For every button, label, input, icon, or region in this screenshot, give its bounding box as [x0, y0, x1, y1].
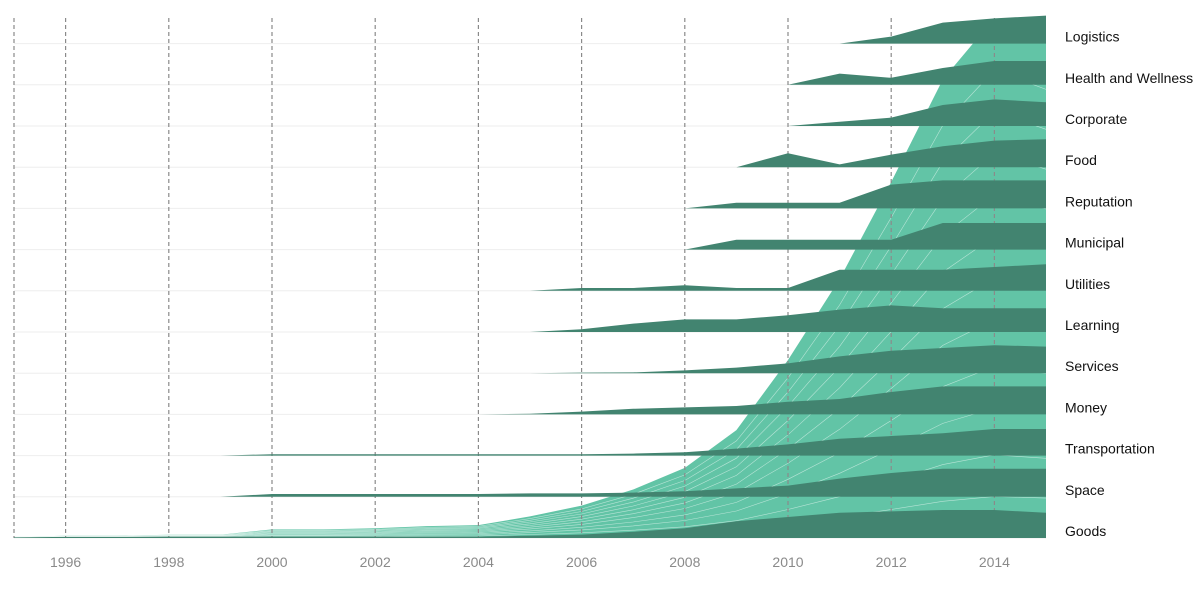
ridge-municipal: [684, 223, 1046, 250]
ridge-logistics: [839, 15, 1046, 44]
ridge-learning: [530, 305, 1046, 332]
ridge-transportation: [220, 429, 1046, 456]
category-label-corporate: Corporate: [1065, 111, 1127, 127]
x-tick-label-1996: 1996: [50, 554, 81, 570]
x-tick-label-2004: 2004: [463, 554, 494, 570]
category-label-food: Food: [1065, 152, 1097, 168]
x-tick-label-2006: 2006: [566, 554, 597, 570]
ridge-food: [736, 139, 1046, 168]
x-tick-label-2002: 2002: [360, 554, 391, 570]
category-label-utilities: Utilities: [1065, 276, 1110, 292]
x-tick-label-2008: 2008: [669, 554, 700, 570]
category-label-services: Services: [1065, 358, 1119, 374]
x-tick-label-2010: 2010: [772, 554, 803, 570]
ridge-goods: [14, 510, 1046, 538]
category-label-learning: Learning: [1065, 317, 1120, 333]
x-tick-label-2000: 2000: [256, 554, 287, 570]
ridge-utilities: [530, 264, 1046, 291]
ridge-layer: [14, 15, 1046, 538]
x-tick-label-2014: 2014: [979, 554, 1010, 570]
category-label-space: Space: [1065, 482, 1105, 498]
x-axis-tick-labels: 1996 1998 2000 2002 2004 2006 2008 2010 2012 2014: [50, 554, 1010, 570]
category-label-money: Money: [1065, 399, 1107, 415]
area-layer-line-6: [13, 277, 1047, 538]
x-tick-label-1998: 1998: [153, 554, 184, 570]
ridge-corporate: [788, 99, 1046, 126]
ridge-reputation: [684, 180, 1046, 209]
vertical-gridlines: [13, 18, 996, 538]
category-label-transportation: Transportation: [1065, 441, 1155, 457]
category-label-logistics: Logistics: [1065, 29, 1119, 45]
category-label-goods: Goods: [1065, 523, 1106, 539]
ridge-health-and-wellness: [788, 61, 1046, 85]
category-label-reputation: Reputation: [1065, 193, 1133, 209]
ridge-services: [478, 345, 1046, 374]
x-tick-label-2012: 2012: [876, 554, 907, 570]
ridge-money: [478, 386, 1046, 415]
ridge-space: [220, 468, 1046, 497]
category-label-municipal: Municipal: [1065, 235, 1124, 251]
category-label-health-and-wellness: Health and Wellness: [1065, 70, 1193, 86]
area-layer-line-9: [13, 152, 1047, 538]
category-labels: Logistics Health and Wellness Corporate Foo…: [1065, 29, 1193, 539]
